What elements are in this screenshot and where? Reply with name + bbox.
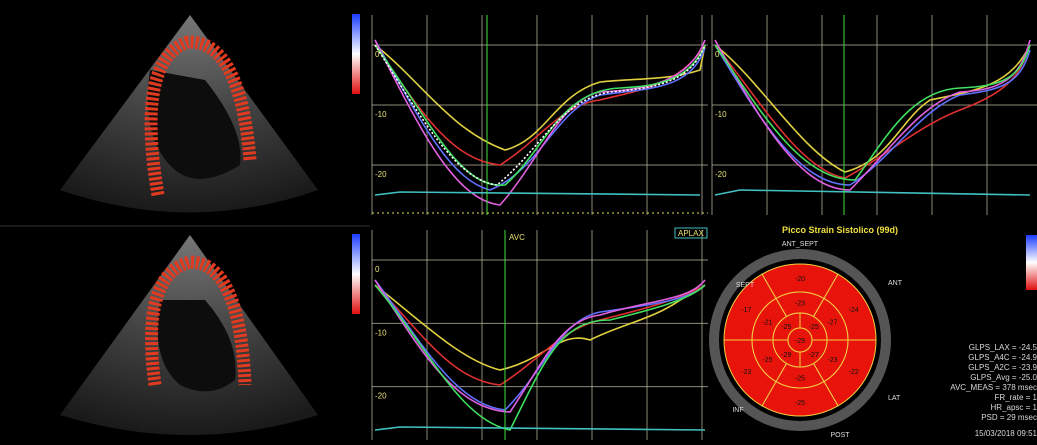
- y-tick-label: -10: [715, 110, 727, 119]
- measure: GLPS_A2C = -23.9: [968, 363, 1037, 372]
- bullseye-title: Picco Strain Sistolico (99d): [782, 225, 898, 235]
- wall-label: LAT: [888, 395, 901, 402]
- y-tick-label: -20: [375, 392, 387, 401]
- measure: 15/03/2018 09:51: [975, 429, 1037, 438]
- wall-label: ANT: [888, 280, 903, 287]
- echo-top: [60, 14, 360, 213]
- segment-value: -21: [762, 319, 772, 326]
- wall-label: POST: [830, 432, 850, 439]
- measure: HR_apsc = 1: [991, 403, 1037, 412]
- segment-value: -23: [827, 357, 837, 364]
- segment-value: -25: [781, 324, 791, 331]
- segment-value: -27: [827, 319, 837, 326]
- screen: -20-24-22-25-23-17-23-27-23-25-25-21-25-…: [0, 0, 1037, 445]
- measure: GLPS_A4C = -24.9: [968, 353, 1037, 362]
- segment-value: -25: [762, 357, 772, 364]
- echo-bottom: [60, 234, 360, 435]
- segment-value: -23: [741, 369, 751, 376]
- wall-label: ANT_SEPT: [782, 241, 819, 248]
- y-tick-label: -10: [375, 110, 387, 119]
- y-tick-label: 0: [715, 50, 720, 59]
- wall-label: INF: [732, 407, 743, 414]
- measure: GLPS_LAX = -24.5: [969, 343, 1037, 352]
- display: -20-24-22-25-23-17-23-27-23-25-25-21-25-…: [0, 0, 1037, 445]
- measure: GLPS_Avg = -25.0: [970, 373, 1037, 382]
- y-tick-label: 0: [375, 265, 380, 274]
- wall-label: SEPT: [736, 282, 755, 289]
- plot-grid: [712, 15, 1037, 215]
- segment-value: -27: [809, 352, 819, 359]
- y-tick-label: 0: [375, 50, 380, 59]
- segment-value: -22: [849, 369, 859, 376]
- segment-value: -20: [795, 276, 805, 283]
- segment-value: -25: [809, 324, 819, 331]
- segment-value: -17: [741, 307, 751, 314]
- segment-value: -29: [795, 338, 805, 345]
- bullseye: -20-24-22-25-23-17-23-27-23-25-25-21-25-…: [714, 254, 886, 426]
- measure: PSD = 29 msec: [981, 413, 1037, 422]
- segment-value: -23: [795, 301, 805, 308]
- segment-value: -25: [795, 376, 805, 383]
- plot-grid: [372, 230, 708, 440]
- segment-value: -29: [781, 352, 791, 359]
- view-label: APLAX: [678, 229, 704, 238]
- segment-value: -24: [849, 307, 859, 314]
- segment-value: -25: [795, 400, 805, 407]
- y-tick-label: -20: [715, 170, 727, 179]
- marker-label: AVC: [509, 233, 525, 242]
- y-tick-label: -10: [375, 328, 387, 337]
- measure: FR_rate = 1: [995, 393, 1037, 402]
- y-tick-label: -20: [375, 170, 387, 179]
- measure: AVC_MEAS = 378 msec: [950, 383, 1037, 392]
